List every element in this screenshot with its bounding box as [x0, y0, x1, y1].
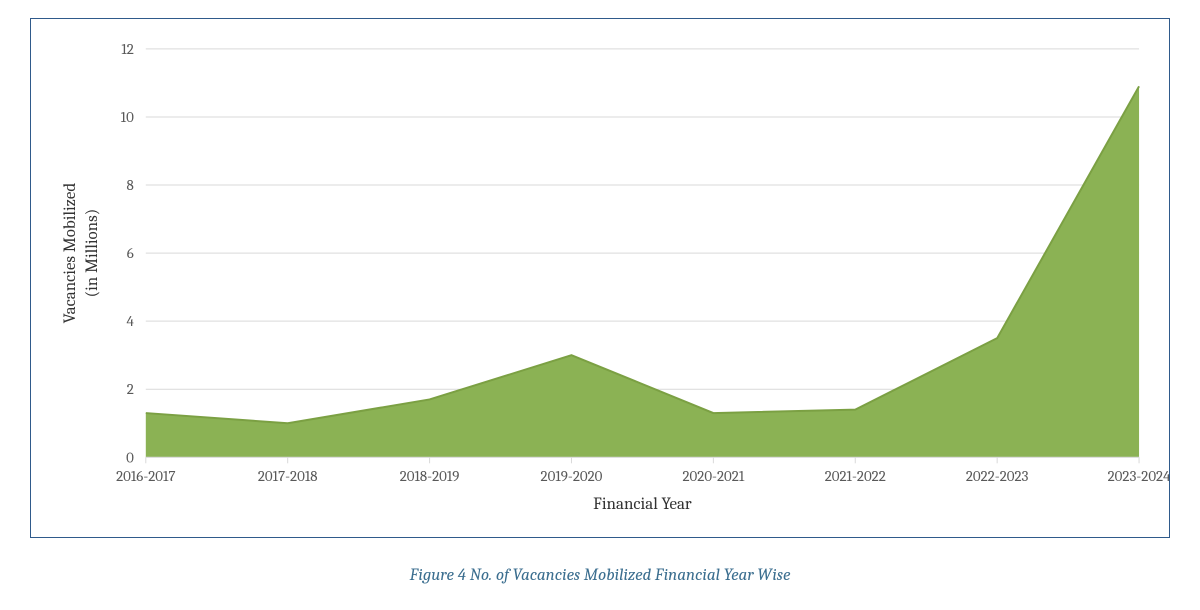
figure-caption: Figure 4 No. of Vacancies Mobilized Fina… — [30, 566, 1170, 585]
y-tick-label: 6 — [127, 245, 134, 262]
x-tick-label: 2018-2019 — [400, 468, 460, 485]
svg-text:(in Millions): (in Millions) — [83, 209, 102, 298]
svg-text:Vacancies Mobilized: Vacancies Mobilized — [61, 183, 80, 324]
x-tick-label: 2017-2018 — [258, 468, 318, 485]
y-tick-label: 12 — [121, 41, 133, 58]
y-tick-label: 10 — [121, 109, 134, 126]
x-tick-label: 2021-2022 — [825, 468, 886, 485]
y-tick-label: 4 — [126, 313, 134, 330]
chart-frame: 0 2 4 6 8 10 12 2016-2017 2017-2018 2018-2019 2019… — [30, 18, 1170, 538]
x-tick-label: 2023-2024 — [1108, 468, 1169, 485]
x-tick-label: 2016-2017 — [116, 468, 175, 485]
x-axis-label: Financial Year — [593, 495, 692, 514]
area-fill — [146, 86, 1139, 457]
x-tick-label: 2022-2023 — [966, 468, 1029, 485]
x-tick-label: 2020-2021 — [682, 468, 744, 485]
area-chart: 0 2 4 6 8 10 12 2016-2017 2017-2018 2018-2019 2019… — [31, 19, 1169, 537]
y-tick-label: 0 — [126, 449, 134, 466]
y-axis-label: Vacancies Mobilized(in Millions) — [61, 183, 102, 324]
y-tick-label: 2 — [127, 381, 134, 398]
x-tick-label: 2019-2020 — [541, 468, 603, 485]
y-tick-label: 8 — [127, 177, 134, 194]
page-root: 0 2 4 6 8 10 12 2016-2017 2017-2018 2018-2019 2019… — [0, 0, 1200, 610]
